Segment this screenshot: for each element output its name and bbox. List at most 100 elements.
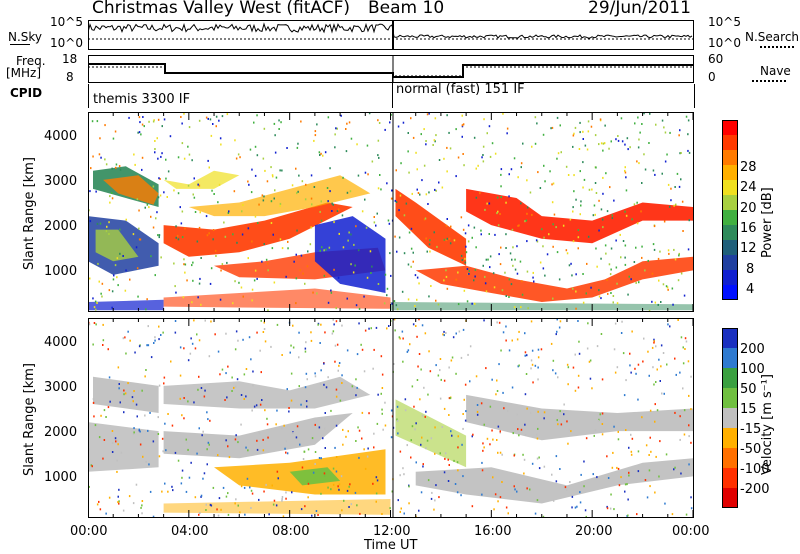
scatter-cell [334, 360, 336, 363]
scatter-cell [455, 332, 457, 335]
scatter-cell [105, 416, 107, 418]
scatter-cell [628, 275, 630, 278]
power-ytick-4000: 4000 [44, 129, 78, 144]
scatter-cell [240, 485, 243, 488]
scatter-cell [92, 343, 94, 346]
scatter-cell [558, 278, 561, 281]
scatter-cell [152, 120, 155, 123]
scatter-cell [351, 385, 354, 388]
scatter-cell [483, 423, 485, 426]
scatter-cell [162, 331, 164, 334]
scatter-cell [92, 155, 94, 158]
scatter-cell [112, 137, 115, 140]
scatter-cell [361, 411, 364, 414]
scatter-cell [552, 359, 555, 362]
scatter-cell [473, 279, 475, 282]
scatter-cell [396, 419, 399, 422]
scatter-cell [484, 275, 486, 278]
scatter-cell [158, 325, 160, 328]
scatter-cell [577, 247, 579, 250]
scatter-cell [589, 377, 592, 380]
scatter-cell [486, 132, 488, 135]
scatter-cell [300, 508, 303, 511]
scatter-cell [187, 145, 189, 148]
scatter-cell [403, 512, 405, 515]
scatter-cell [320, 152, 322, 155]
scatter-cell [145, 308, 147, 311]
scatter-cell [651, 300, 653, 303]
scatter-cell [636, 513, 638, 516]
scatter-cell [138, 227, 140, 230]
scatter-cell [514, 488, 516, 491]
scatter-cell [333, 221, 335, 224]
scatter-cell [598, 229, 600, 232]
scatter-cell [118, 502, 120, 505]
scatter-cell [679, 152, 681, 155]
scatter-cell [653, 225, 656, 228]
scatter-cell [147, 344, 150, 347]
scatter-cell [366, 276, 369, 279]
scatter-cell [210, 267, 213, 270]
scatter-cell [596, 345, 599, 348]
scatter-cell [232, 233, 234, 236]
scatter-cell [500, 168, 503, 171]
scatter-cell [423, 218, 426, 221]
scatter-cell [553, 213, 556, 216]
scatter-cell [260, 319, 262, 322]
scatter-cell [516, 413, 519, 416]
scatter-cell [199, 277, 201, 280]
scatter-cell [655, 455, 657, 458]
scatter-cell [139, 443, 142, 446]
scatter-cell [376, 212, 378, 215]
scatter-cell [256, 331, 258, 334]
scatter-cell [276, 409, 278, 412]
scatter-cell [417, 192, 420, 194]
scatter-cell [433, 231, 435, 234]
scatter-cell [217, 514, 220, 517]
scatter-cell [157, 433, 160, 435]
scatter-cell [415, 461, 417, 464]
scatter-cell [602, 192, 604, 195]
scatter-cell [363, 448, 365, 451]
scatter-cell [244, 513, 246, 516]
scatter-cell [251, 288, 254, 291]
scatter-cell [250, 489, 253, 492]
scatter-cell [435, 189, 437, 192]
scatter-cell [447, 480, 450, 482]
vel-ytick-1000: 1000 [44, 470, 78, 485]
colorbar-swatch [722, 488, 738, 508]
scatter-cell [337, 485, 339, 488]
scatter-cell [109, 201, 111, 204]
scatter-cell [381, 373, 384, 376]
scatter-cell [583, 178, 586, 181]
scatter-cell [342, 428, 344, 431]
scatter-cell [127, 330, 129, 333]
scatter-cell [571, 274, 573, 277]
scatter-cell [430, 437, 433, 440]
scatter-cell [384, 424, 387, 427]
scatter-cell [271, 484, 273, 487]
scatter-cell [652, 169, 655, 172]
velocity-band [395, 399, 467, 468]
scatter-cell [529, 488, 531, 491]
scatter-cell [250, 191, 253, 194]
scatter-cell [688, 219, 690, 222]
scatter-cell [407, 150, 409, 153]
scatter-cell [571, 506, 573, 509]
scatter-cell [134, 163, 136, 166]
scatter-cell [420, 133, 422, 136]
scatter-cell [161, 125, 163, 128]
scatter-cell [245, 395, 247, 398]
scatter-cell [183, 417, 185, 420]
scatter-cell [158, 177, 160, 180]
scatter-cell [278, 128, 280, 130]
scatter-cell [302, 458, 305, 460]
scatter-cell [386, 287, 389, 290]
scatter-cell [264, 169, 266, 172]
scatter-cell [286, 147, 288, 149]
scatter-cell [612, 301, 614, 304]
scatter-cell [624, 490, 626, 493]
scatter-cell [542, 245, 544, 248]
freq-label: Freq. [16, 54, 46, 68]
scatter-cell [458, 330, 461, 333]
